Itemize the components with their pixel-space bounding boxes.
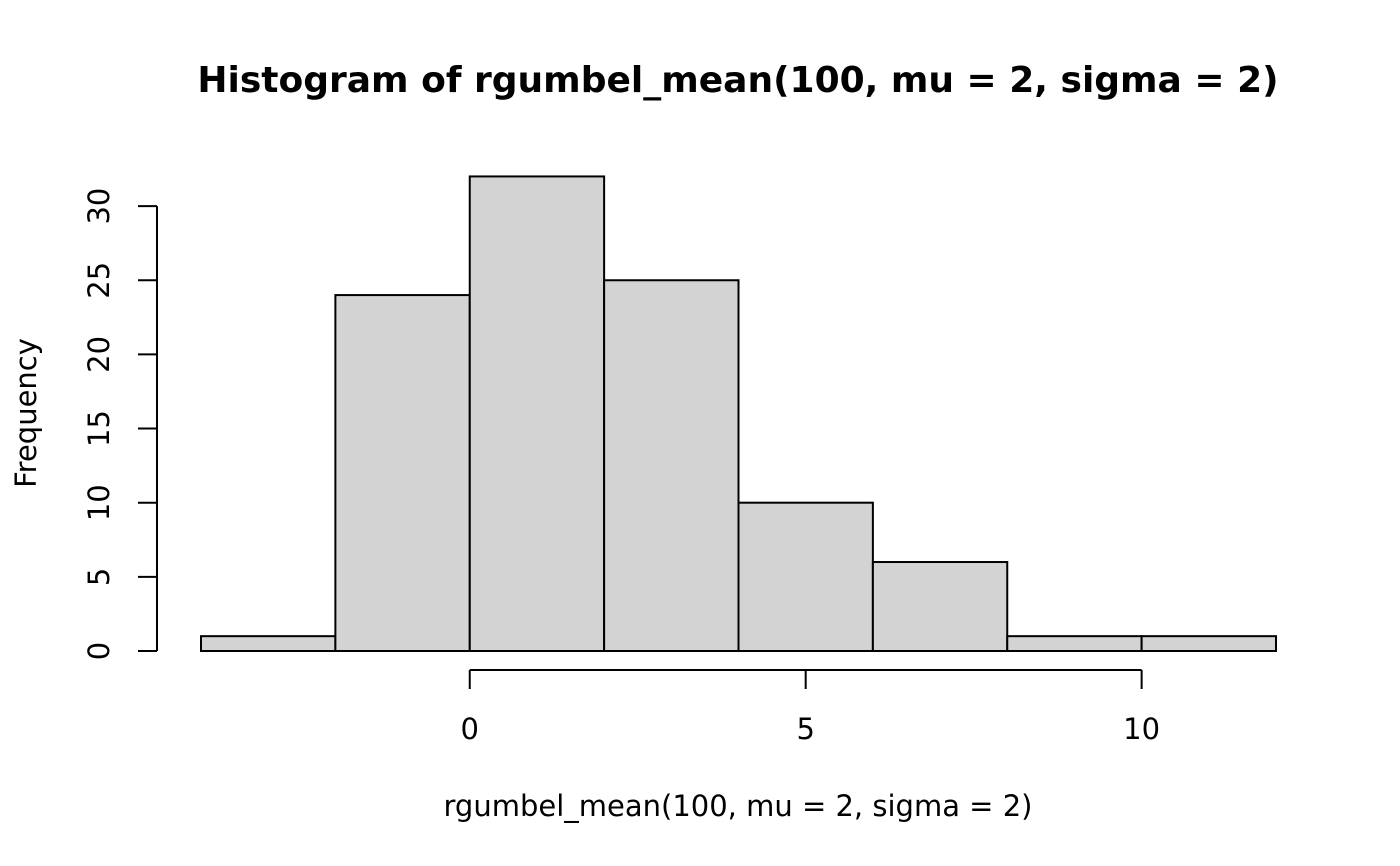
y-tick-label: 20 (82, 336, 116, 373)
y-tick-label: 5 (82, 568, 116, 586)
y-axis: 0 5 10 15 20 25 30 (82, 188, 158, 660)
bars-layer (200, 175, 1277, 653)
y-tick-label: 30 (82, 188, 116, 225)
x-tick-label: 0 (461, 712, 479, 746)
histogram-bar-2 (334, 294, 471, 652)
y-tick-label: 25 (82, 262, 116, 299)
histogram-bar-1 (200, 635, 337, 652)
histogram-bar-4 (603, 279, 740, 652)
x-tick-label: 5 (796, 712, 814, 746)
histogram-bar-6 (871, 561, 1009, 653)
histogram-bar-8 (1140, 635, 1277, 652)
x-axis: 0 5 10 (461, 669, 1160, 746)
y-tick-label: 15 (82, 410, 116, 447)
y-axis-label: Frequency (9, 338, 43, 488)
y-tick-label: 0 (82, 642, 116, 660)
histogram-bar-5 (737, 501, 874, 653)
y-tick-label: 10 (82, 484, 116, 521)
chart-title: Histogram of rgumbel_mean(100, mu = 2, s… (197, 60, 1278, 101)
histogram-bar-7 (1006, 635, 1143, 652)
histogram-bar-3 (468, 175, 606, 652)
x-tick-label: 10 (1123, 712, 1160, 746)
x-axis-label: rgumbel_mean(100, mu = 2, sigma = 2) (444, 789, 1033, 823)
